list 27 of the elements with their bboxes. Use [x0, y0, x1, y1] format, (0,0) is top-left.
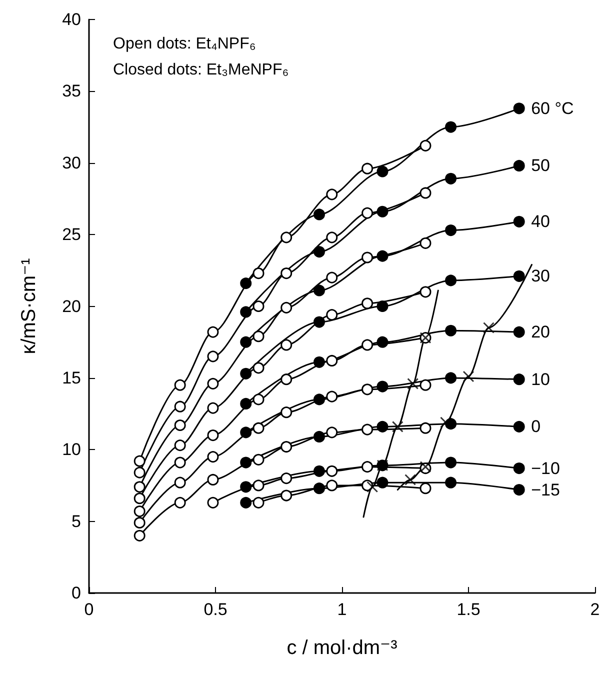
y-tick-label: 0 [72, 584, 81, 602]
y-tick-label: 10 [62, 440, 81, 460]
annotation: Open dots: Et₄NPF₆ [113, 36, 256, 52]
series-label: 20 [531, 322, 550, 342]
series-label: 10 [531, 370, 550, 389]
y-tick-label: 30 [62, 153, 81, 172]
series-label: 40 [531, 212, 550, 232]
series-label: 50 [531, 156, 550, 176]
x-tick-label: 0 [84, 600, 94, 619]
annotation: Closed dots: Et₃MeNPF₆ [113, 62, 289, 78]
x-axis-title: c / mol·dm⁻³ [286, 637, 398, 659]
y-axis-title: κ/mS·cm⁻¹ [18, 258, 40, 354]
y-tick-label: 35 [62, 82, 81, 101]
x-tick-label: 2 [590, 600, 600, 619]
x-tick-label: 1.5 [456, 600, 480, 619]
x-tick-label: 1 [337, 600, 347, 619]
series-label: 30 [531, 266, 550, 286]
y-tick-label: 20 [62, 296, 81, 316]
series-label: −15 [531, 480, 560, 500]
y-tick-label: 40 [62, 10, 81, 29]
y-tick-label: 15 [62, 368, 81, 388]
series-label: 60 °C [531, 98, 574, 118]
series-label: 0 [531, 417, 541, 436]
series-label: −10 [531, 458, 560, 478]
y-tick-label: 25 [62, 225, 81, 244]
x-tick-label: 0.5 [204, 600, 228, 619]
y-tick-label: 5 [72, 512, 81, 531]
